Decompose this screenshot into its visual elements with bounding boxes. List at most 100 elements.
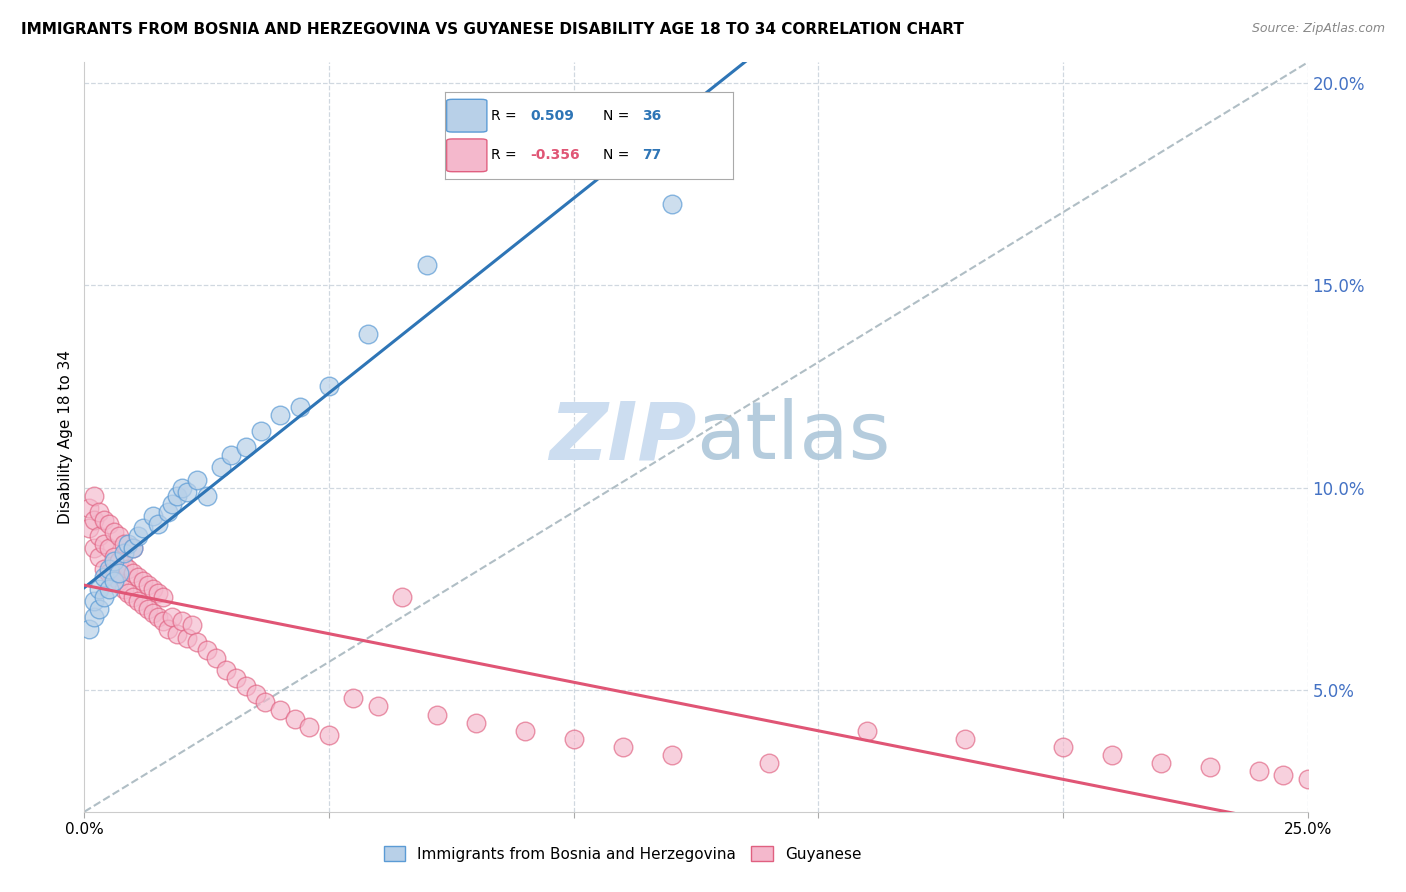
- Legend: Immigrants from Bosnia and Herzegovina, Guyanese: Immigrants from Bosnia and Herzegovina, …: [378, 840, 868, 868]
- Point: [172, 615, 194, 629]
- Point: [97, 517, 120, 532]
- Point: [93, 562, 115, 576]
- Point: [87, 602, 110, 616]
- Point: [342, 691, 364, 706]
- Point: [562, 731, 585, 746]
- Point: [215, 663, 238, 677]
- Point: [172, 481, 194, 495]
- Point: [254, 695, 277, 709]
- Point: [1150, 756, 1173, 771]
- Point: [97, 566, 120, 580]
- Point: [83, 594, 105, 608]
- Point: [83, 610, 105, 624]
- Point: [661, 747, 683, 762]
- Point: [93, 570, 115, 584]
- Point: [166, 626, 188, 640]
- Point: [953, 731, 976, 746]
- Point: [612, 739, 634, 754]
- Point: [219, 448, 242, 462]
- Point: [156, 623, 179, 637]
- Point: [97, 582, 120, 596]
- Point: [464, 715, 486, 730]
- Point: [235, 440, 257, 454]
- Point: [146, 610, 169, 624]
- Point: [195, 642, 218, 657]
- Point: [112, 558, 135, 572]
- Point: [87, 505, 110, 519]
- Point: [93, 590, 115, 604]
- Point: [142, 582, 165, 596]
- Point: [152, 590, 174, 604]
- Point: [77, 500, 100, 515]
- Point: [142, 509, 165, 524]
- Point: [83, 489, 105, 503]
- Point: [249, 424, 271, 438]
- Point: [117, 562, 139, 576]
- Point: [103, 525, 125, 540]
- Point: [426, 707, 449, 722]
- Point: [269, 408, 291, 422]
- Point: [142, 607, 165, 621]
- Point: [112, 582, 135, 596]
- Y-axis label: Disability Age 18 to 34: Disability Age 18 to 34: [58, 350, 73, 524]
- Point: [186, 634, 208, 648]
- Text: ZIP: ZIP: [548, 398, 696, 476]
- Point: [1272, 768, 1295, 782]
- Point: [132, 521, 155, 535]
- Point: [245, 687, 267, 701]
- Point: [162, 497, 184, 511]
- Point: [122, 590, 145, 604]
- Point: [97, 541, 120, 556]
- Point: [112, 545, 135, 559]
- Point: [284, 712, 307, 726]
- Point: [93, 513, 115, 527]
- Point: [107, 529, 129, 543]
- Point: [136, 602, 159, 616]
- Point: [166, 489, 188, 503]
- Point: [127, 529, 149, 543]
- Point: [132, 598, 155, 612]
- Point: [117, 586, 139, 600]
- Point: [205, 650, 228, 665]
- Point: [103, 553, 125, 567]
- Point: [146, 586, 169, 600]
- Point: [122, 541, 145, 556]
- Point: [83, 541, 105, 556]
- Point: [152, 615, 174, 629]
- Point: [103, 574, 125, 588]
- Point: [132, 574, 155, 588]
- Point: [176, 484, 198, 499]
- Point: [176, 631, 198, 645]
- Text: Source: ZipAtlas.com: Source: ZipAtlas.com: [1251, 22, 1385, 36]
- Point: [117, 537, 139, 551]
- Point: [269, 703, 291, 717]
- Point: [83, 513, 105, 527]
- Point: [87, 529, 110, 543]
- Point: [195, 489, 218, 503]
- Point: [103, 570, 125, 584]
- Point: [146, 517, 169, 532]
- Point: [416, 258, 439, 272]
- Point: [235, 679, 257, 693]
- Point: [87, 582, 110, 596]
- Point: [112, 537, 135, 551]
- Point: [93, 537, 115, 551]
- Point: [181, 618, 204, 632]
- Point: [122, 566, 145, 580]
- Point: [1101, 747, 1123, 762]
- Point: [127, 570, 149, 584]
- Point: [122, 541, 145, 556]
- Text: atlas: atlas: [696, 398, 890, 476]
- Point: [186, 473, 208, 487]
- Point: [107, 566, 129, 580]
- Point: [318, 379, 340, 393]
- Point: [661, 197, 683, 211]
- Point: [758, 756, 780, 771]
- Point: [127, 594, 149, 608]
- Point: [318, 728, 340, 742]
- Point: [367, 699, 389, 714]
- Point: [225, 671, 247, 685]
- Point: [87, 549, 110, 564]
- Point: [107, 553, 129, 567]
- Point: [1296, 772, 1319, 787]
